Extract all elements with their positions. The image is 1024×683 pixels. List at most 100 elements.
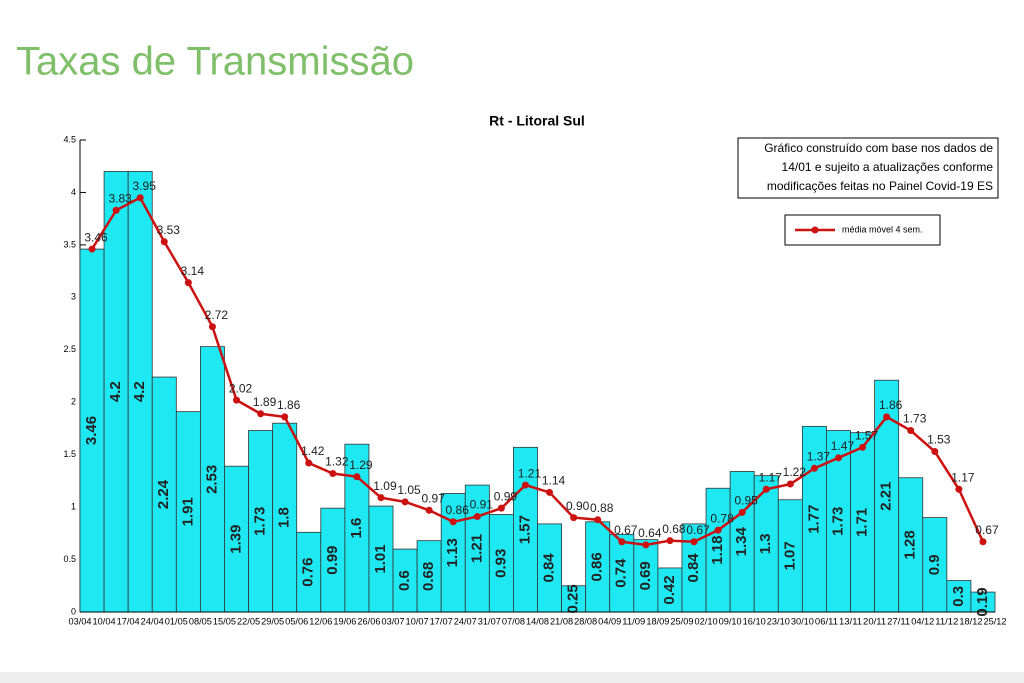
bar-label: 2.21 bbox=[878, 481, 895, 510]
line-label: 1.09 bbox=[373, 479, 397, 493]
y-tick-label: 0.5 bbox=[63, 554, 76, 564]
y-tick-label: 0 bbox=[71, 606, 76, 616]
y-tick-label: 2.5 bbox=[63, 344, 76, 354]
line-label: 3.53 bbox=[157, 223, 181, 237]
y-tick-label: 3.5 bbox=[63, 239, 76, 249]
line-label: 1.05 bbox=[397, 483, 421, 497]
line-marker bbox=[979, 538, 987, 546]
bar bbox=[344, 443, 370, 613]
bar-label: 1.57 bbox=[516, 515, 533, 544]
line-label: 0.86 bbox=[446, 503, 470, 517]
line-label: 1.17 bbox=[759, 470, 783, 484]
line-label: 1.42 bbox=[301, 444, 325, 458]
bar-label: 1.8 bbox=[276, 507, 293, 528]
footer-strip bbox=[0, 672, 1024, 683]
line-label: 2.72 bbox=[205, 308, 229, 322]
line-marker bbox=[690, 538, 698, 546]
line-marker bbox=[810, 464, 818, 472]
bar bbox=[272, 422, 298, 613]
bar-label: 2.53 bbox=[203, 465, 220, 494]
legend-label: média móvel 4 sem. bbox=[842, 224, 923, 234]
line-label: 0.64 bbox=[638, 526, 662, 540]
line-marker bbox=[497, 504, 505, 512]
bar-label: 0.93 bbox=[492, 549, 509, 578]
x-tick-label: 04/12 bbox=[911, 616, 934, 626]
bar-label: 0.19 bbox=[974, 587, 991, 616]
bar-label: 0.42 bbox=[661, 575, 678, 604]
line-label: 0.90 bbox=[566, 499, 590, 513]
line-label: 0.67 bbox=[614, 523, 638, 537]
bar-label: 0.25 bbox=[565, 584, 582, 613]
line-label: 3.14 bbox=[181, 264, 205, 278]
bar bbox=[488, 514, 514, 613]
line-marker bbox=[714, 526, 722, 534]
line-label: 0.91 bbox=[470, 498, 494, 512]
bar bbox=[127, 171, 153, 613]
line-marker bbox=[666, 537, 674, 545]
line-marker bbox=[931, 448, 939, 456]
line-marker bbox=[88, 245, 96, 253]
bar bbox=[801, 425, 827, 613]
line-marker bbox=[136, 194, 144, 202]
line-marker bbox=[425, 506, 433, 514]
note-line: modificações feitas no Painel Covid-19 E… bbox=[767, 179, 993, 193]
bar bbox=[392, 548, 418, 613]
line-marker bbox=[401, 498, 409, 506]
x-tick-label: 11/09 bbox=[622, 616, 645, 626]
x-tick-label: 21/08 bbox=[550, 616, 573, 626]
bar-label: 1.3 bbox=[757, 533, 774, 554]
bar-label: 0.69 bbox=[637, 561, 654, 590]
line-label: 1.86 bbox=[879, 398, 903, 412]
line-label: 1.22 bbox=[783, 465, 807, 479]
x-tick-label: 06/11 bbox=[815, 616, 838, 626]
bar-label: 1.77 bbox=[805, 505, 822, 534]
x-tick-label: 08/05 bbox=[189, 616, 212, 626]
x-tick-label: 04/09 bbox=[598, 616, 621, 626]
line-marker bbox=[786, 480, 794, 488]
line-label: 1.53 bbox=[927, 433, 951, 447]
line-marker bbox=[907, 427, 915, 435]
line-marker bbox=[112, 206, 120, 214]
line-label: 1.21 bbox=[518, 466, 542, 480]
bar-label: 0.86 bbox=[589, 552, 606, 581]
x-tick-label: 15/05 bbox=[213, 616, 236, 626]
line-marker bbox=[642, 541, 650, 549]
x-tick-label: 29/05 bbox=[261, 616, 284, 626]
x-tick-label: 31/07 bbox=[478, 616, 501, 626]
legend-marker bbox=[811, 226, 819, 234]
line-marker bbox=[160, 238, 168, 246]
line-label: 0.67 bbox=[686, 523, 710, 537]
x-tick-label: 05/06 bbox=[285, 616, 308, 626]
bar-label: 4.2 bbox=[131, 381, 148, 402]
line-marker bbox=[618, 538, 626, 546]
line-label: 0.97 bbox=[421, 491, 445, 505]
bar-label: 0.6 bbox=[396, 570, 413, 591]
y-tick-label: 2 bbox=[71, 397, 76, 407]
line-marker bbox=[208, 323, 216, 331]
y-tick-label: 1.5 bbox=[63, 449, 76, 459]
line-marker bbox=[377, 494, 385, 502]
x-tick-label: 24/04 bbox=[141, 616, 164, 626]
x-tick-label: 17/04 bbox=[117, 616, 140, 626]
x-tick-label: 02/10 bbox=[695, 616, 718, 626]
slide-title: Taxas de Transmissão bbox=[16, 40, 414, 84]
x-tick-label: 07/08 bbox=[502, 616, 525, 626]
bar bbox=[705, 487, 731, 613]
x-tick-label: 28/08 bbox=[574, 616, 597, 626]
bar-label: 1.71 bbox=[854, 508, 871, 537]
line-label: 3.95 bbox=[133, 179, 157, 193]
x-tick-label: 12/06 bbox=[309, 616, 332, 626]
x-tick-label: 24/07 bbox=[454, 616, 477, 626]
line-label: 2.02 bbox=[229, 381, 253, 395]
line-marker bbox=[353, 473, 361, 481]
x-tick-label: 16/10 bbox=[743, 616, 766, 626]
line-label: 1.57 bbox=[855, 428, 879, 442]
bar-label: 1.34 bbox=[733, 526, 750, 556]
y-tick-label: 1 bbox=[71, 501, 76, 511]
bar bbox=[440, 493, 466, 613]
chart-title: Rt - Litoral Sul bbox=[489, 113, 585, 129]
bar bbox=[320, 507, 346, 613]
line-label: 0.99 bbox=[494, 489, 518, 503]
bar bbox=[151, 376, 177, 613]
